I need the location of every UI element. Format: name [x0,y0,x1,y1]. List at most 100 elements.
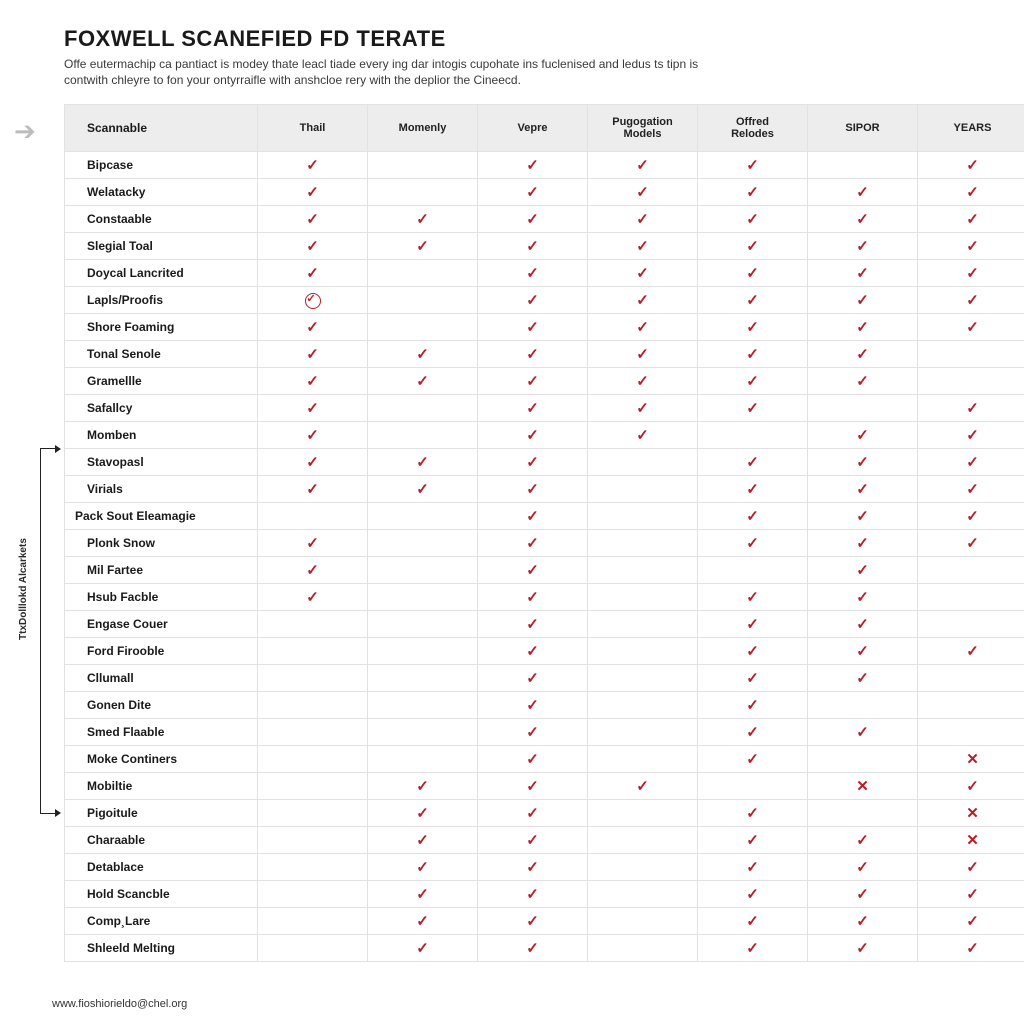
table-cell: ✓ [258,260,368,287]
table-cell [698,773,808,800]
table-cell: ✓ [478,854,588,881]
check-icon: ✓ [636,320,649,335]
table-cell: ✓ [258,476,368,503]
table-row: Virials✓✓✓✓✓✓ [65,476,1024,503]
cross-icon: ✕ [966,752,979,767]
table-cell: ✓ [698,314,808,341]
table-cell: ✓ [808,368,918,395]
table-cell: ✓ [258,179,368,206]
table-cell: ✓ [258,206,368,233]
check-icon: ✓ [306,401,319,416]
table-cell: ✓ [258,233,368,260]
table-cell: ✓ [478,206,588,233]
table-cell [808,152,918,179]
feature-table: ScannableThailMomenlyVeprePugogationMode… [64,104,1024,962]
check-icon: ✓ [746,401,759,416]
table-cell: ✓ [698,179,808,206]
table-cell: ✓ [258,395,368,422]
check-icon: ✓ [636,266,649,281]
check-icon: ✓ [746,914,759,929]
table-row: Plonk Snow✓✓✓✓✓ [65,530,1024,557]
check-icon: ✓ [526,563,539,578]
table-cell [368,638,478,665]
table-cell: ✓ [478,935,588,962]
table-row: Shore Foaming✓✓✓✓✓✓ [65,314,1024,341]
cross-icon: ✕ [966,806,979,821]
column-header: Vepre [478,105,588,152]
check-icon: ✓ [746,509,759,524]
table-row: Hold Scancble✓✓✓✓✓ [65,881,1024,908]
table-cell: ✓ [698,881,808,908]
table-cell [918,557,1024,584]
check-icon: ✓ [856,671,869,686]
table-cell: ✓ [588,287,698,314]
table-cell: ✓ [808,584,918,611]
table-cell: ✓ [478,611,588,638]
table-cell: ✓ [588,206,698,233]
table-cell: ✓ [478,368,588,395]
table-cell: ✓ [478,719,588,746]
table-cell [588,827,698,854]
table-cell: ✓ [368,881,478,908]
check-icon: ✓ [856,266,869,281]
check-icon: ✓ [746,617,759,632]
table-cell: ✓ [368,476,478,503]
table-cell: ✓ [698,260,808,287]
table-cell: ✓ [588,179,698,206]
check-icon: ✓ [306,482,319,497]
table-cell: ✓ [918,503,1024,530]
table-cell: ✓ [368,800,478,827]
table-cell: ✓ [808,881,918,908]
table-cell: ✓ [808,449,918,476]
table-row: Constaable✓✓✓✓✓✓✓ [65,206,1024,233]
table-cell: ✓ [478,530,588,557]
check-icon: ✓ [526,833,539,848]
check-icon: ✓ [856,941,869,956]
table-cell: ✓ [368,908,478,935]
table-cell: ✓ [918,530,1024,557]
table-cell: ✓ [808,206,918,233]
table-cell: ✓ [698,449,808,476]
table-row: Pigoitule✓✓✓✕ [65,800,1024,827]
table-cell [368,530,478,557]
table-cell [588,692,698,719]
check-icon: ✓ [966,941,979,956]
table-cell: ✓ [698,827,808,854]
table-cell [258,908,368,935]
table-cell: ✓ [918,908,1024,935]
table-cell: ✓ [258,584,368,611]
row-label: Gramellle [65,368,258,395]
table-cell: ✓ [478,260,588,287]
table-row: Gramellle✓✓✓✓✓✓ [65,368,1024,395]
table-cell: ✓ [588,233,698,260]
check-icon: ✓ [746,239,759,254]
table-cell: ✓ [258,557,368,584]
table-row: Welatacky✓✓✓✓✓✓ [65,179,1024,206]
table-cell: ✓ [698,584,808,611]
table-cell: ✓ [698,287,808,314]
check-icon: ✓ [856,833,869,848]
page-title: FOXWELL SCANEFIED FD TERATE [64,26,972,52]
check-icon: ✓ [746,725,759,740]
row-label: Constaable [65,206,258,233]
table-cell: ✓ [698,476,808,503]
check-icon: ✓ [526,698,539,713]
table-cell: ✓ [698,800,808,827]
table-cell: ✓ [808,638,918,665]
table-cell: ✓ [478,584,588,611]
table-cell [918,368,1024,395]
check-icon: ✓ [746,293,759,308]
check-icon: ✓ [966,536,979,551]
table-cell: ✓ [588,422,698,449]
table-cell: ✓ [258,422,368,449]
table-cell [918,665,1024,692]
check-icon: ✓ [746,455,759,470]
row-label: Comp¸Lare [65,908,258,935]
table-cell: ✓ [918,773,1024,800]
table-cell [258,827,368,854]
row-label: Ford Firooble [65,638,258,665]
check-icon: ✓ [636,374,649,389]
table-cell: ✓ [588,773,698,800]
table-row: Safallcy✓✓✓✓✓ [65,395,1024,422]
table-row: Bipcase✓✓✓✓✓ [65,152,1024,179]
